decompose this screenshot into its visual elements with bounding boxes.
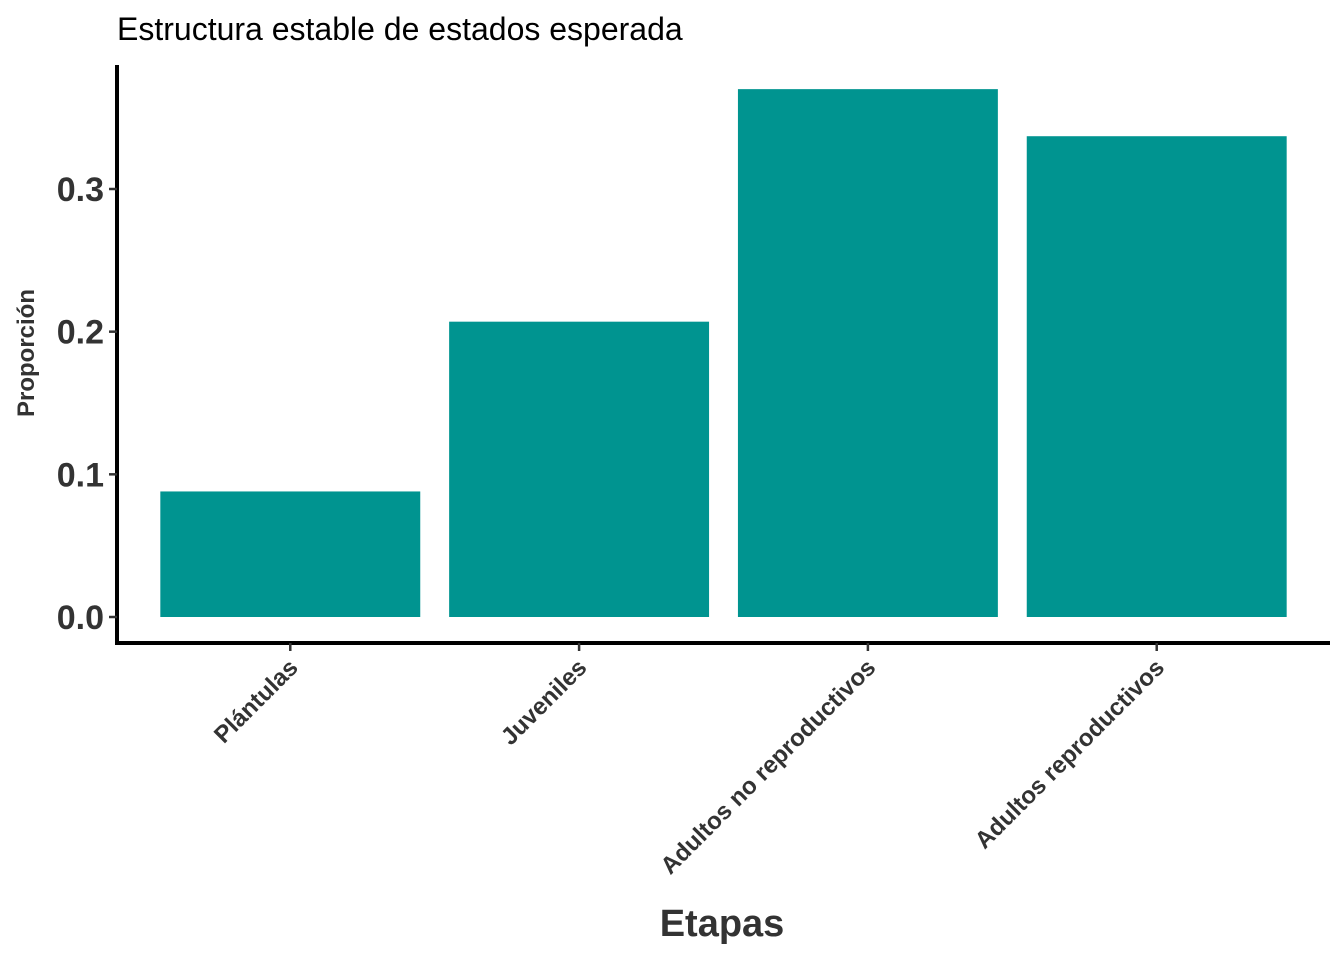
x-tick-label: Juveniles — [496, 654, 592, 750]
bar — [737, 89, 998, 618]
y-axis: 0.0 0.1 0.2 0.3 — [57, 65, 119, 643]
x-tick-label: Adultos reproductivos — [970, 654, 1170, 854]
x-tick-label: Plántulas — [209, 654, 304, 749]
y-tick-label: 0.2 — [57, 314, 104, 352]
bars — [160, 89, 1287, 618]
bar — [449, 321, 710, 617]
x-tick-label: Adultos no reproductivos — [656, 654, 882, 880]
y-tick-label: 0.0 — [57, 599, 104, 637]
y-tick-label: 0.1 — [57, 456, 104, 494]
bar — [1026, 136, 1287, 618]
bar — [160, 491, 421, 617]
x-axis: Plántulas Juveniles Adultos no reproductiv… — [115, 641, 1330, 880]
chart-title: Estructura estable de estados esperada — [117, 11, 683, 47]
y-axis-label: Proporción — [13, 289, 40, 417]
x-axis-label: Etapas — [660, 903, 785, 945]
y-tick-label: 0.3 — [57, 171, 104, 209]
